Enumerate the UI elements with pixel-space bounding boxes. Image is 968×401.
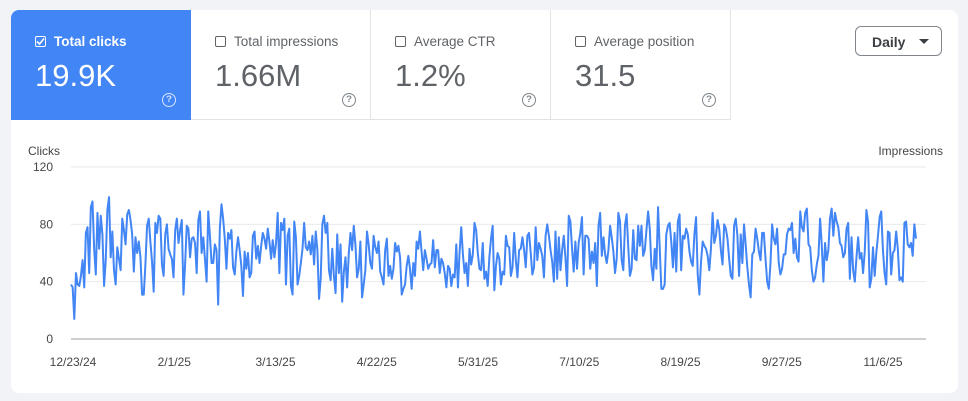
metric-label: Average CTR [414,34,496,49]
checkbox-unchecked-icon[interactable] [395,36,406,47]
y-tick-label: 40 [40,275,54,289]
checkbox-unchecked-icon[interactable] [575,36,586,47]
x-tick-label: 4/22/25 [357,355,397,369]
metric-average-position[interactable]: Average position 31.5 ? [551,10,731,120]
checkbox-checked-icon[interactable] [35,36,46,47]
x-tick-label: 7/10/25 [559,355,599,369]
metric-label: Total impressions [234,34,339,49]
performance-card: Clicks Impressions 0 40 80 120 12/23/24 2/1/25 3… [11,10,958,393]
clicks-line-chart: Clicks Impressions 0 40 80 120 12/23/24 2/1/25 3… [28,144,943,369]
metric-average-ctr[interactable]: Average CTR 1.2% ? [371,10,551,120]
metric-total-impressions[interactable]: Total impressions 1.66M ? [191,10,371,120]
granularity-dropdown[interactable]: Daily [855,26,942,56]
metric-label: Total clicks [54,34,127,49]
caret-down-icon [919,39,929,44]
y-tick-label: 80 [40,217,54,231]
checkbox-unchecked-icon[interactable] [215,36,226,47]
help-icon[interactable]: ? [702,93,716,107]
x-tick-label: 11/6/25 [863,355,902,369]
y-axis-title: Clicks [28,144,60,158]
y-tick-label: 120 [33,160,53,174]
help-icon[interactable]: ? [162,93,176,107]
x-tick-label: 12/23/24 [50,355,97,369]
metric-value: 19.9K [35,58,117,93]
series-line-clicks [70,196,917,320]
metric-value: 1.66M [215,58,302,93]
help-icon[interactable]: ? [522,93,536,107]
granularity-label: Daily [872,34,906,50]
x-tick-label: 9/27/25 [762,355,802,369]
metric-value: 1.2% [395,58,466,93]
y-axis-title-right: Impressions [878,144,943,158]
metric-tabs: Total clicks 19.9K ? Total impressions 1… [11,10,731,120]
x-tick-label: 8/19/25 [660,355,700,369]
x-tick-label: 5/31/25 [458,355,498,369]
metric-label: Average position [594,34,695,49]
x-tick-label: 3/13/25 [255,355,295,369]
help-icon[interactable]: ? [342,93,356,107]
y-tick-label: 0 [46,332,53,346]
x-tick-label: 2/1/25 [158,355,192,369]
metric-total-clicks[interactable]: Total clicks 19.9K ? [11,10,191,120]
metric-value: 31.5 [575,58,636,93]
